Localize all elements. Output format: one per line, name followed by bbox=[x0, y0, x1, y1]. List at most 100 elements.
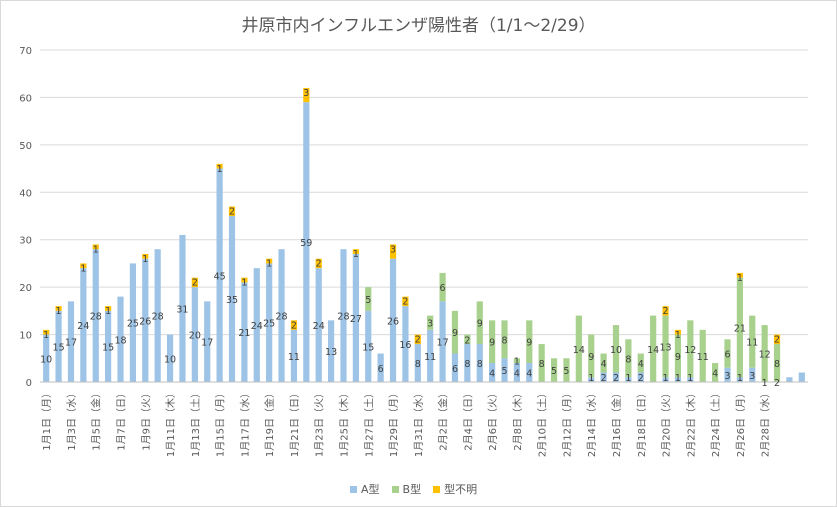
bar-segment bbox=[253, 268, 260, 382]
data-label: 2 bbox=[774, 378, 780, 389]
bar-segment bbox=[439, 301, 446, 382]
bar-segment bbox=[662, 306, 669, 316]
x-tick-label: 2月14日（水） bbox=[586, 388, 598, 457]
bar-segment bbox=[278, 249, 285, 382]
bar-segment bbox=[662, 377, 669, 382]
bar-segment bbox=[489, 320, 496, 364]
legend-swatch-b bbox=[391, 485, 399, 493]
x-tick-label: 1月3日（水） bbox=[66, 388, 78, 451]
data-label: 11 bbox=[288, 352, 300, 363]
x-tick-label: 2月12日（月） bbox=[561, 388, 573, 457]
data-label: 17 bbox=[437, 338, 449, 349]
bar-segment bbox=[117, 296, 124, 382]
bar-segment bbox=[749, 315, 756, 368]
data-label: 6 bbox=[440, 283, 446, 294]
data-label: 13 bbox=[660, 342, 672, 353]
data-label: 24 bbox=[251, 321, 263, 332]
bar-segment bbox=[290, 329, 298, 382]
data-label: 13 bbox=[325, 347, 337, 358]
bar-segment bbox=[228, 216, 236, 382]
data-label: 1 bbox=[663, 373, 669, 384]
bar-segment bbox=[526, 320, 533, 364]
data-label: 15 bbox=[362, 342, 374, 353]
bar-segment bbox=[724, 367, 731, 382]
data-label: 8 bbox=[539, 359, 545, 370]
bar-segment bbox=[166, 334, 174, 382]
bar-segment bbox=[328, 320, 335, 382]
data-label: 5 bbox=[365, 295, 371, 306]
bar-segment bbox=[315, 258, 322, 269]
data-label: 4 bbox=[601, 359, 607, 370]
data-label: 9 bbox=[675, 352, 681, 363]
data-label: 28 bbox=[152, 312, 164, 323]
x-tick-label: 2月2日（金） bbox=[437, 388, 450, 451]
x-tick-label: 1月27日（土） bbox=[362, 388, 375, 457]
bar-segment bbox=[414, 334, 421, 345]
data-label: 3 bbox=[303, 88, 309, 99]
x-tick-label: 2月16日（金） bbox=[610, 388, 623, 457]
data-label: 5 bbox=[501, 366, 507, 377]
data-label: 8 bbox=[774, 359, 780, 370]
data-label: 2 bbox=[316, 259, 322, 270]
bar-segment bbox=[241, 277, 248, 283]
bar-segment bbox=[303, 87, 310, 103]
bar-segment bbox=[427, 329, 434, 382]
bar-segment bbox=[402, 296, 409, 307]
bar-segment bbox=[588, 334, 595, 378]
data-label: 1 bbox=[737, 373, 743, 384]
legend-label-a: A型 bbox=[361, 483, 380, 496]
data-label: 11 bbox=[424, 352, 436, 363]
data-label: 28 bbox=[90, 312, 102, 323]
y-tick-label: 40 bbox=[19, 188, 32, 199]
bar-segment bbox=[736, 272, 743, 278]
data-label: 9 bbox=[452, 328, 458, 339]
bar-segment bbox=[43, 334, 50, 382]
data-label: 21 bbox=[734, 323, 746, 334]
bar-segment bbox=[625, 339, 632, 378]
bar-segment bbox=[600, 372, 607, 382]
x-tick-label: 1月11日（木） bbox=[165, 388, 177, 457]
data-label: 1 bbox=[93, 244, 99, 255]
data-label: 1 bbox=[762, 378, 768, 389]
y-tick-label: 50 bbox=[19, 141, 32, 152]
data-label: 17 bbox=[65, 338, 77, 349]
data-label: 3 bbox=[427, 319, 433, 330]
bar-segment bbox=[464, 334, 471, 345]
bar-segment bbox=[489, 363, 496, 382]
bar-segment bbox=[712, 363, 719, 382]
data-label: 4 bbox=[638, 359, 644, 370]
data-label: 3 bbox=[390, 244, 396, 255]
data-label: 1 bbox=[353, 249, 359, 260]
legend-label-b: B型 bbox=[402, 483, 422, 496]
data-label: 1 bbox=[675, 373, 681, 384]
data-label: 1 bbox=[43, 330, 49, 341]
x-tick-label: 1月13日（土） bbox=[189, 388, 202, 457]
bar-segment bbox=[80, 268, 87, 382]
y-tick-label: 10 bbox=[19, 331, 32, 342]
x-tick-label: 1月17日（水） bbox=[239, 388, 251, 457]
bar-segment bbox=[315, 268, 322, 382]
x-tick-label: 1月31日（水） bbox=[413, 388, 425, 457]
data-label: 1 bbox=[142, 254, 148, 265]
data-label: 26 bbox=[139, 316, 151, 327]
data-label: 1 bbox=[80, 263, 86, 274]
data-label: 2 bbox=[663, 306, 669, 317]
bar-segment bbox=[501, 358, 508, 382]
x-tick-label: 1月23日（火） bbox=[314, 388, 326, 457]
bar-segment bbox=[674, 334, 682, 378]
data-label: 1 bbox=[588, 373, 594, 384]
bar-segment bbox=[600, 353, 607, 373]
data-label: 2 bbox=[229, 207, 235, 218]
x-tick-label: 1月15日（月） bbox=[215, 388, 227, 457]
data-label: 2 bbox=[601, 373, 607, 384]
data-label: 3 bbox=[749, 371, 755, 382]
data-label: 15 bbox=[53, 342, 65, 353]
bar-segment bbox=[464, 344, 471, 382]
bar-segment bbox=[142, 253, 149, 259]
bar-segment bbox=[674, 377, 682, 382]
bar-segment bbox=[80, 263, 87, 269]
data-label: 9 bbox=[588, 352, 594, 363]
bar-segment bbox=[67, 301, 75, 382]
bar-segment bbox=[216, 163, 223, 169]
x-tick-label: 2月28日（水） bbox=[760, 388, 772, 457]
